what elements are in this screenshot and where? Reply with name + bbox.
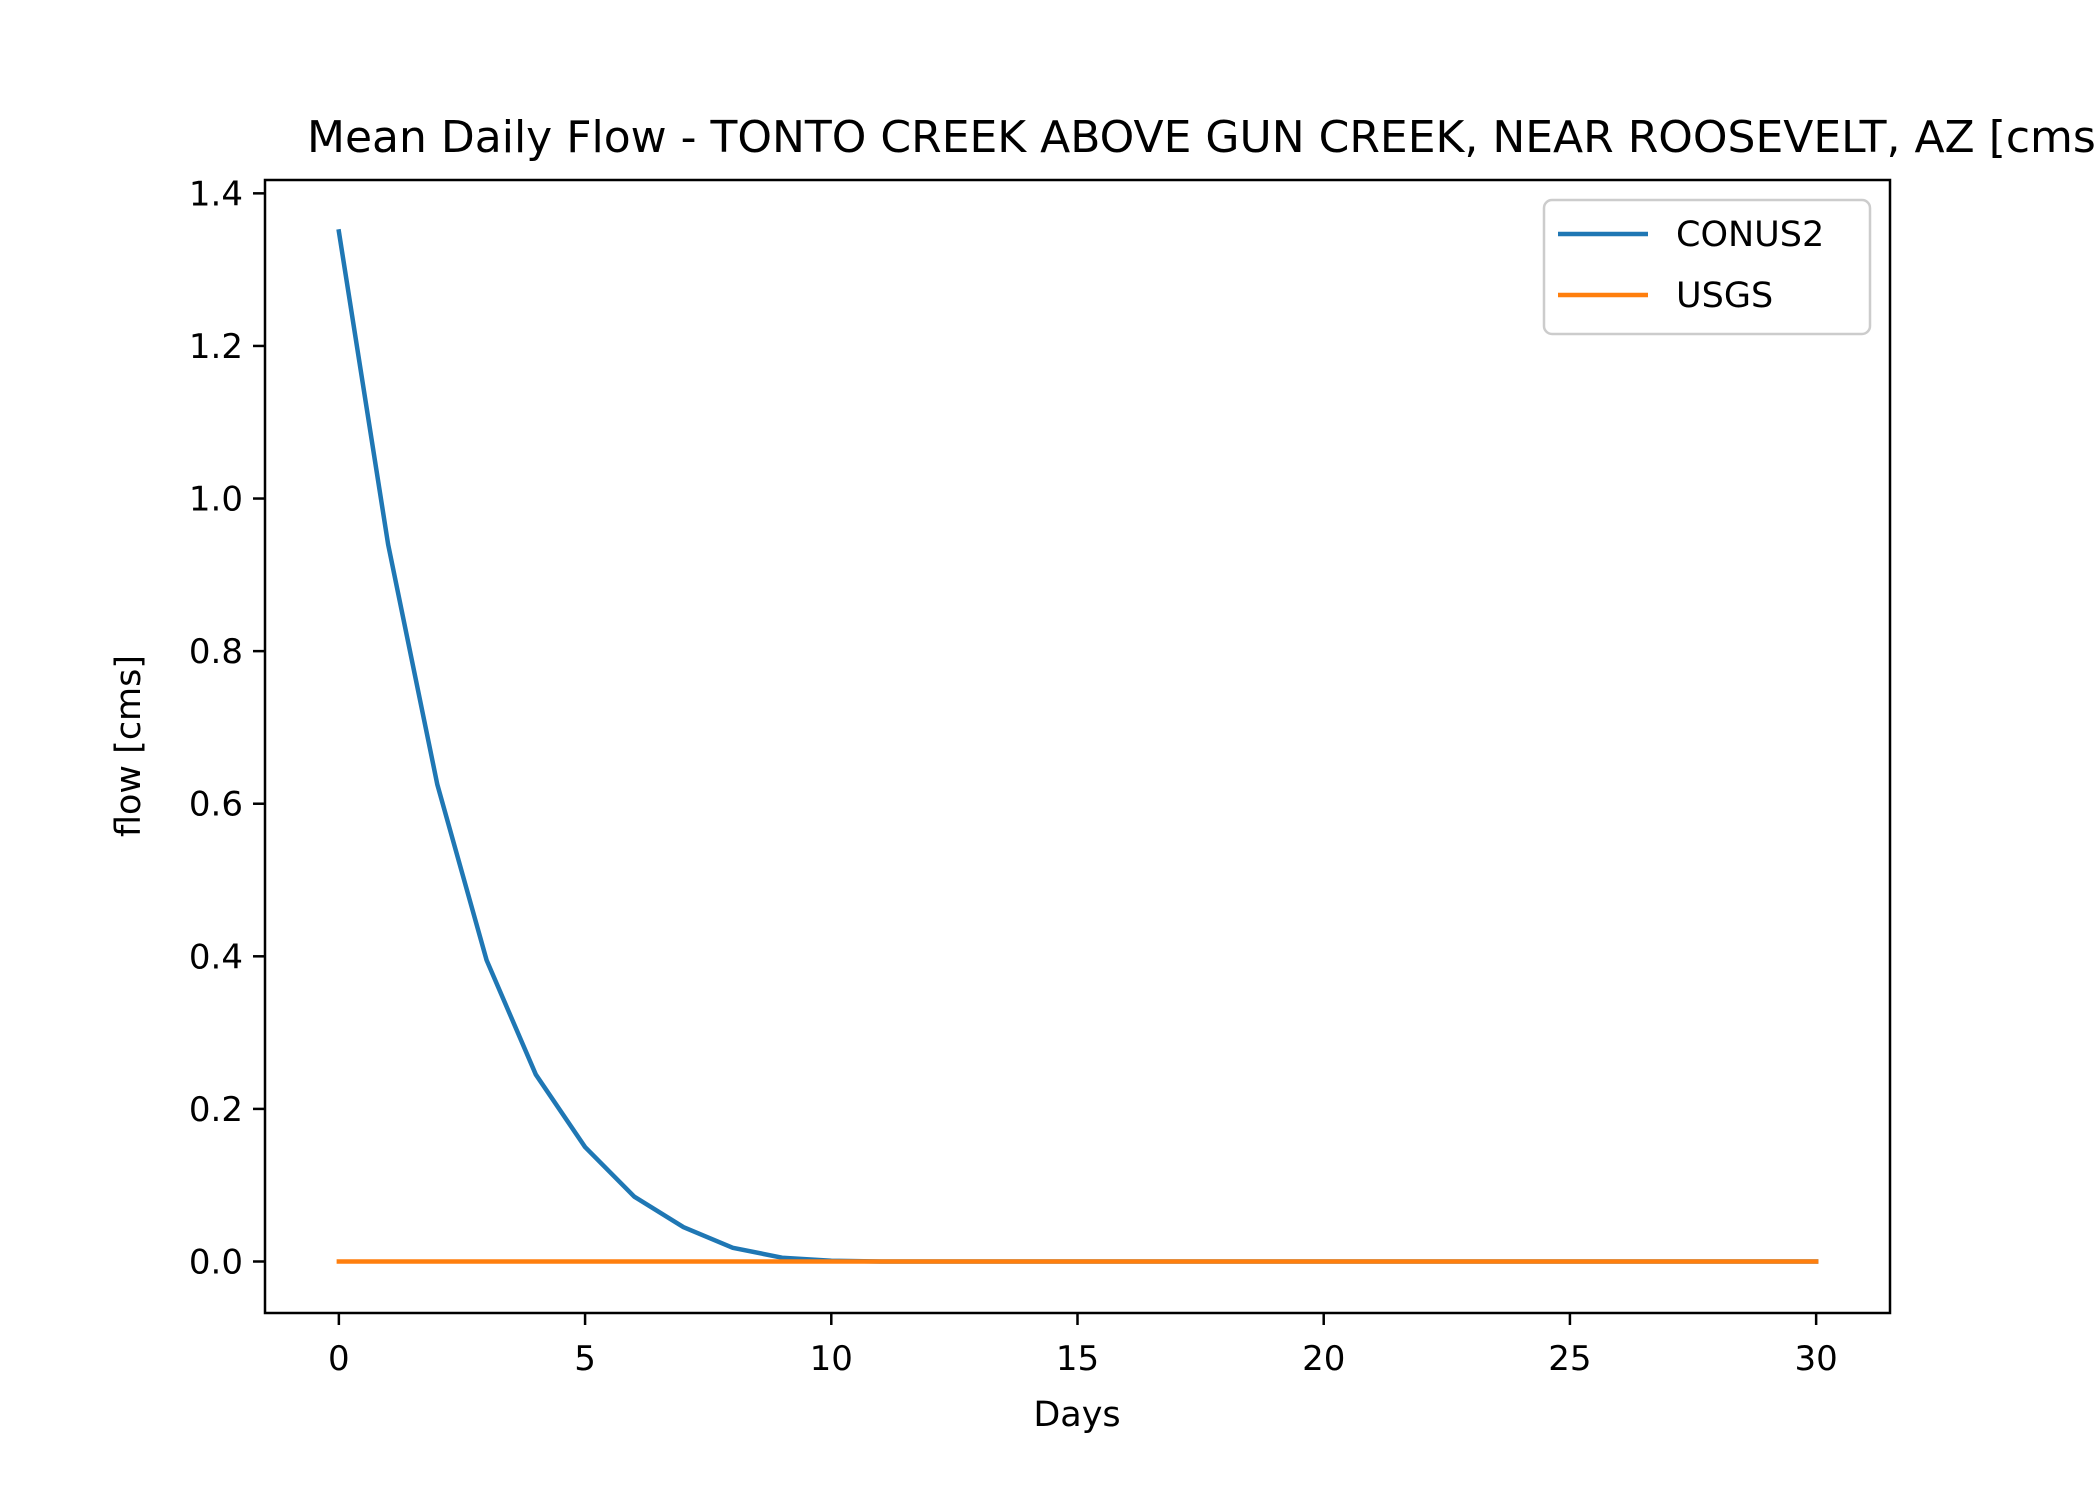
chart-title: Mean Daily Flow - TONTO CREEK ABOVE GUN … [307, 112, 2100, 163]
plot-area [336, 228, 1819, 1264]
x-tick-label: 10 [810, 1339, 853, 1379]
y-tick-label: 0.0 [189, 1243, 243, 1283]
x-axis-label: Days [1033, 1395, 1120, 1435]
x-axis: 0 5 10 15 20 25 30 [328, 1313, 1838, 1379]
x-tick-label: 30 [1795, 1339, 1838, 1379]
x-tick-label: 20 [1302, 1339, 1345, 1379]
y-tick-label: 0.4 [189, 937, 243, 977]
y-tick-label: 1.4 [189, 174, 243, 214]
legend-label-usgs: USGS [1676, 276, 1773, 316]
y-axis: 0.0 0.2 0.4 0.6 0.8 1.0 1.2 1.4 [189, 174, 265, 1283]
y-tick-label: 1.2 [189, 327, 243, 367]
y-axis-label: flow [cms] [109, 655, 149, 837]
legend: CONUS2 USGS [1542, 198, 1872, 336]
y-tick-label: 0.2 [189, 1090, 243, 1130]
legend-label-conus2: CONUS2 [1676, 215, 1824, 255]
x-tick-label: 5 [574, 1339, 596, 1379]
y-tick-label: 0.6 [189, 785, 243, 825]
y-tick-label: 1.0 [189, 480, 243, 520]
x-tick-label: 15 [1056, 1339, 1099, 1379]
y-tick-label: 0.8 [189, 632, 243, 672]
x-tick-label: 25 [1548, 1339, 1591, 1379]
x-tick-label: 0 [328, 1339, 350, 1379]
